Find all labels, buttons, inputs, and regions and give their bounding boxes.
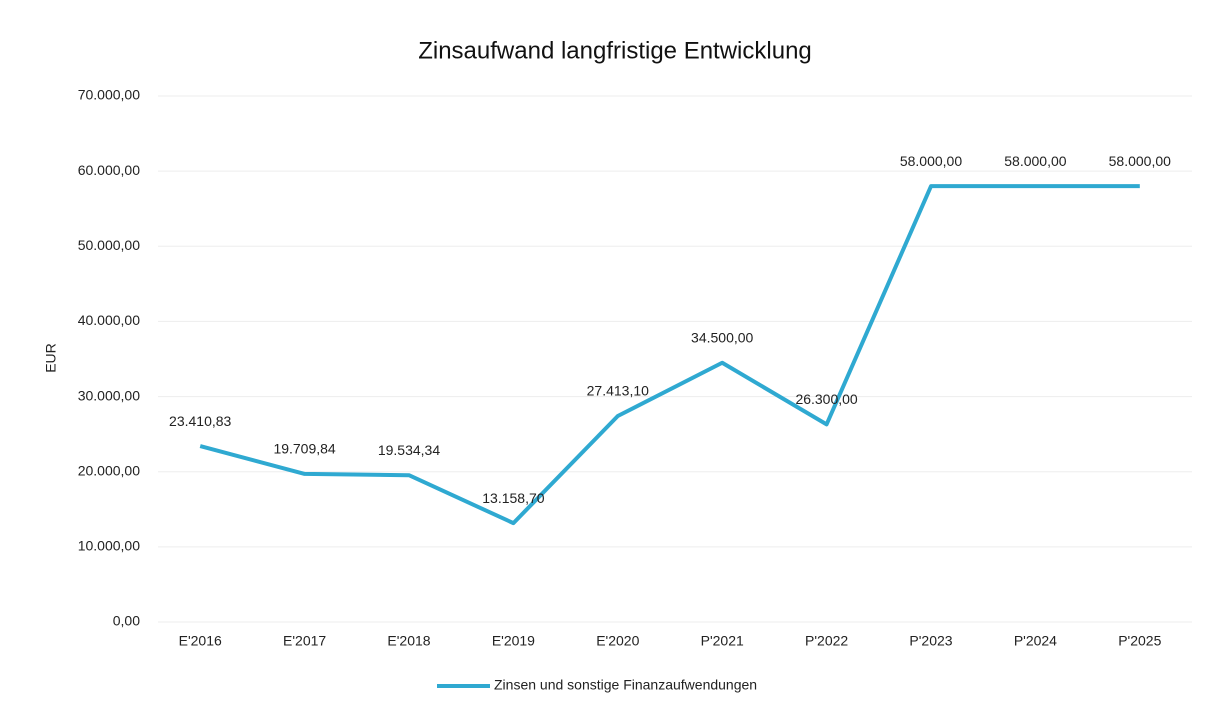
- x-tick-label: E'2020: [596, 633, 639, 649]
- legend-label: Zinsen und sonstige Finanzaufwendungen: [494, 677, 757, 693]
- data-label: 19.709,84: [273, 441, 335, 457]
- x-tick-label: E'2016: [179, 633, 222, 649]
- x-tick-label: E'2017: [283, 633, 326, 649]
- chart-title: Zinsaufwand langfristige Entwicklung: [418, 37, 812, 64]
- data-label: 23.410,83: [169, 413, 231, 429]
- data-label: 34.500,00: [691, 329, 753, 345]
- x-tick-label: E'2019: [492, 633, 535, 649]
- data-label: 13.158,70: [482, 490, 544, 506]
- x-tick-label: P'2024: [1014, 633, 1057, 649]
- data-label: 19.534,34: [378, 442, 440, 458]
- data-line: [199, 184, 1140, 526]
- x-tick-label: P'2025: [1118, 633, 1161, 649]
- data-label: 58.000,00: [1109, 153, 1171, 169]
- data-label: 58.000,00: [1004, 153, 1066, 169]
- data-label: 58.000,00: [900, 153, 962, 169]
- x-tick-label: P'2022: [805, 633, 848, 649]
- y-tick-label: 30.000,00: [78, 387, 140, 403]
- y-tick-label: 0,00: [113, 613, 140, 629]
- y-tick-label: 70.000,00: [78, 87, 140, 103]
- x-tick-label: E'2018: [387, 633, 430, 649]
- y-tick-label: 20.000,00: [78, 462, 140, 478]
- y-tick-label: 40.000,00: [78, 312, 140, 328]
- y-tick-label: 10.000,00: [78, 538, 140, 554]
- y-axis-label: EUR: [43, 343, 59, 373]
- x-tick-label: P'2023: [909, 633, 952, 649]
- x-tick-label: P'2021: [701, 633, 744, 649]
- y-tick-label: 50.000,00: [78, 237, 140, 253]
- data-label: 27.413,10: [587, 383, 649, 399]
- y-tick-label: 60.000,00: [78, 162, 140, 178]
- data-label: 26.300,00: [795, 391, 857, 407]
